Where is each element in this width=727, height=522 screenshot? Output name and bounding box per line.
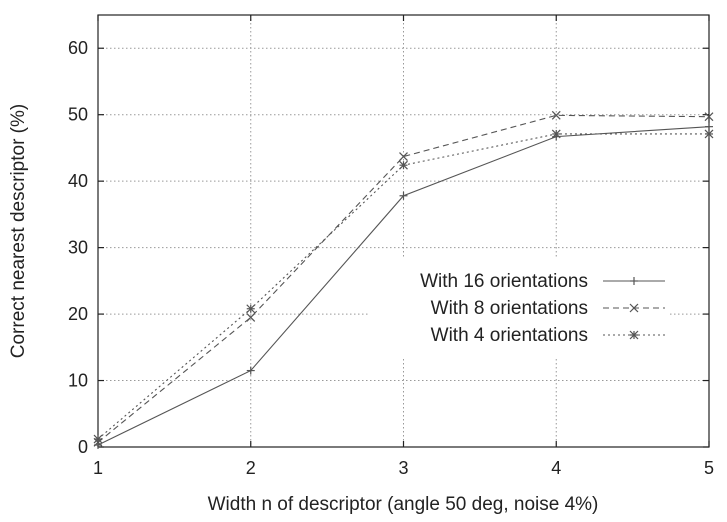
- data-point: [399, 191, 408, 200]
- data-point: [246, 304, 256, 314]
- y-tick-label: 0: [78, 437, 88, 457]
- legend-entry: With 8 orientations: [431, 298, 665, 319]
- data-point: [246, 366, 255, 375]
- legend-label: With 16 orientations: [420, 271, 588, 292]
- x-axis-label: Width n of descriptor (angle 50 deg, noi…: [208, 494, 599, 515]
- legend-label: With 4 orientations: [431, 325, 588, 346]
- legend-marker: [629, 330, 639, 340]
- legend-box: [370, 258, 670, 358]
- series-lines: [93, 110, 714, 450]
- grid: [98, 15, 709, 447]
- data-point: [246, 312, 256, 322]
- legend-label: With 8 orientations: [431, 298, 588, 319]
- legend-marker: [629, 303, 639, 313]
- x-tick-label: 3: [398, 458, 408, 478]
- data-point: [399, 152, 408, 161]
- legend-marker: [630, 277, 638, 285]
- data-point: [551, 110, 561, 120]
- data-point: [551, 129, 561, 139]
- legend: With 16 orientations With 8 orientations W…: [370, 258, 670, 358]
- y-tick-label: 40: [68, 171, 88, 191]
- data-point: [399, 160, 408, 170]
- x-tick-label: 1: [93, 458, 103, 478]
- series-line: [97, 114, 710, 443]
- x-tick-label: 5: [704, 458, 714, 478]
- y-tick-label: 60: [68, 38, 88, 58]
- y-axis-label: Correct nearest descriptor (%): [8, 104, 29, 358]
- legend-entry: With 16 orientations: [420, 271, 665, 292]
- y-tick-label: 50: [68, 105, 88, 125]
- data-point: [704, 129, 714, 139]
- y-tick-label: 20: [68, 304, 88, 324]
- y-tick-label: 30: [68, 238, 88, 258]
- x-tick-label: 2: [246, 458, 256, 478]
- data-point: [93, 434, 103, 444]
- data-point: [704, 112, 714, 122]
- series-3: [93, 129, 714, 444]
- y-tick-label: 10: [68, 371, 88, 391]
- x-tick-label: 4: [551, 458, 561, 478]
- legend-entry: With 4 orientations: [431, 325, 665, 346]
- data-point: [705, 122, 713, 131]
